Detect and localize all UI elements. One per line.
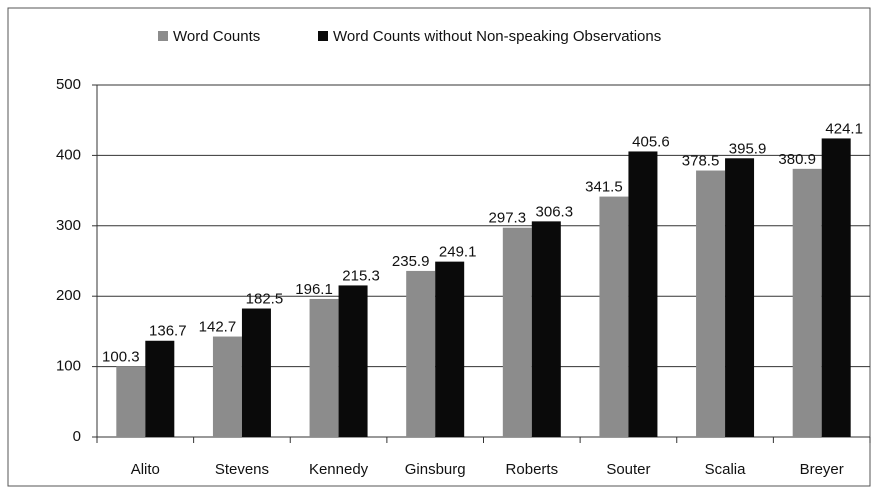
data-label: 297.3 [489, 210, 527, 227]
data-label: 395.9 [729, 140, 767, 157]
legend-label: Word Counts without Non-speaking Observa… [333, 28, 661, 45]
bar [531, 221, 561, 437]
data-label: 100.3 [102, 348, 140, 365]
x-tick-label: Stevens [215, 461, 269, 478]
data-label: 341.5 [585, 179, 623, 196]
bar [696, 170, 726, 437]
bar [628, 151, 658, 438]
bar [435, 261, 465, 437]
bar [821, 138, 851, 437]
x-tick-label: Alito [131, 461, 160, 478]
y-tick-label: 300 [56, 217, 81, 234]
bar [725, 158, 755, 437]
y-tick-label: 0 [73, 428, 81, 445]
data-label: 249.1 [439, 244, 477, 261]
bar [406, 270, 436, 437]
data-label: 142.7 [199, 319, 237, 336]
y-tick-label: 100 [56, 358, 81, 375]
data-label: 196.1 [295, 281, 333, 298]
data-label: 182.5 [246, 290, 284, 307]
data-label: 424.1 [825, 120, 863, 137]
bar [599, 196, 629, 437]
bar [145, 340, 175, 437]
bar [502, 227, 532, 437]
legend-swatch [318, 31, 328, 41]
legend-label: Word Counts [173, 28, 260, 45]
bar [792, 168, 822, 437]
bar [338, 285, 368, 437]
y-tick-label: 200 [56, 287, 81, 304]
x-tick-label: Souter [606, 461, 650, 478]
data-label: 405.6 [632, 133, 670, 150]
x-tick-label: Ginsburg [405, 461, 466, 478]
data-label: 235.9 [392, 253, 430, 270]
x-tick-label: Scalia [705, 461, 747, 478]
bar [309, 298, 339, 437]
x-tick-label: Kennedy [309, 461, 369, 478]
x-tick-label: Breyer [800, 461, 844, 478]
data-label: 380.9 [778, 151, 816, 168]
bar [241, 308, 271, 437]
y-tick-label: 400 [56, 146, 81, 163]
data-label: 378.5 [682, 153, 720, 170]
y-tick-label: 500 [56, 76, 81, 93]
data-label: 215.3 [342, 267, 380, 284]
legend-swatch [158, 31, 168, 41]
bar [116, 366, 146, 437]
data-label: 136.7 [149, 323, 187, 340]
x-tick-label: Roberts [506, 461, 559, 478]
data-label: 306.3 [536, 203, 574, 220]
bar [212, 336, 242, 437]
